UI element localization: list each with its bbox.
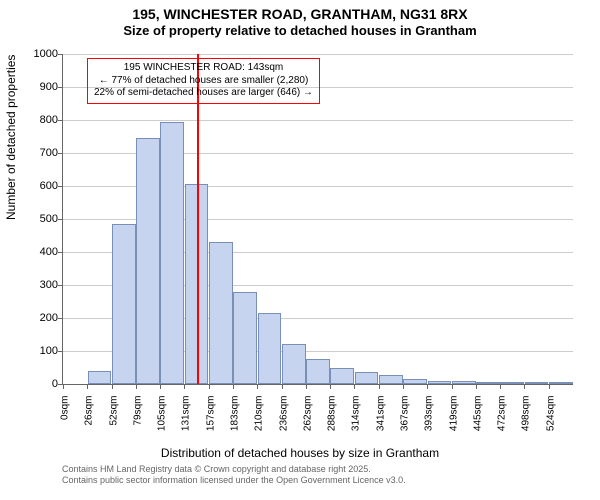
annotation-line: 195 WINCHESTER ROAD: 143sqm [94,62,313,75]
xtick-mark [427,384,428,389]
xtick-mark [63,384,64,389]
xtick-mark [184,384,185,389]
histogram-bar [233,292,257,384]
xtick-mark [306,384,307,389]
xtick-mark [136,384,137,389]
xtick-label: 52sqm [108,396,119,446]
xtick-label: 524sqm [545,396,556,446]
xtick-label: 0sqm [60,396,71,446]
ytick-mark [58,54,63,55]
gridline [63,120,573,121]
xtick-label: 472sqm [497,396,508,446]
xtick-label: 236sqm [278,396,289,446]
xtick-mark [112,384,113,389]
histogram-bar [525,382,549,384]
footer-line1: Contains HM Land Registry data © Crown c… [62,464,406,475]
title-main: 195, WINCHESTER ROAD, GRANTHAM, NG31 8RX [0,6,600,23]
ytick-mark [58,318,63,319]
ytick-label: 800 [18,114,58,126]
ytick-label: 400 [18,246,58,258]
histogram-bar [330,368,354,385]
annotation-box: 195 WINCHESTER ROAD: 143sqm← 77% of deta… [87,58,320,104]
ytick-label: 300 [18,279,58,291]
annotation-line: 22% of semi-detached houses are larger (… [94,87,313,100]
xtick-mark [379,384,380,389]
ytick-mark [58,186,63,187]
xtick-mark [209,384,210,389]
histogram-bar [428,381,452,384]
histogram-bar [258,313,282,384]
xtick-label: 341sqm [375,396,386,446]
xtick-mark [549,384,550,389]
xtick-label: 419sqm [448,396,459,446]
ytick-mark [58,120,63,121]
xtick-mark [233,384,234,389]
annotation-line: ← 77% of detached houses are smaller (2,… [94,75,313,88]
xtick-mark [476,384,477,389]
xtick-label: 183sqm [230,396,241,446]
histogram-bar [403,379,427,384]
ytick-label: 500 [18,213,58,225]
ytick-label: 0 [18,378,58,390]
xtick-mark [87,384,88,389]
chart-container: 195, WINCHESTER ROAD, GRANTHAM, NG31 8RX… [0,0,600,500]
xtick-mark [403,384,404,389]
x-axis-label: Distribution of detached houses by size … [0,446,600,460]
histogram-bar [88,371,112,384]
xtick-label: 288sqm [327,396,338,446]
xtick-label: 367sqm [400,396,411,446]
xtick-mark [500,384,501,389]
histogram-bar [500,382,524,384]
marker-line [197,54,199,384]
ytick-label: 1000 [18,48,58,60]
xtick-label: 445sqm [472,396,483,446]
xtick-mark [282,384,283,389]
histogram-bar [136,138,160,384]
xtick-label: 105sqm [157,396,168,446]
histogram-bar [549,382,573,384]
plot-area: 195 WINCHESTER ROAD: 143sqm← 77% of deta… [62,54,573,385]
xtick-label: 26sqm [84,396,95,446]
histogram-bar [112,224,136,384]
ytick-label: 900 [18,81,58,93]
title-sub: Size of property relative to detached ho… [0,23,600,39]
y-axis-label: Number of detached properties [4,55,18,220]
xtick-label: 314sqm [351,396,362,446]
xtick-label: 157sqm [205,396,216,446]
histogram-bar [379,375,403,384]
ytick-mark [58,153,63,154]
histogram-bar [209,242,233,384]
xtick-label: 210sqm [254,396,265,446]
histogram-bar [306,359,330,384]
xtick-label: 262sqm [302,396,313,446]
ytick-mark [58,285,63,286]
histogram-bar [282,344,306,384]
footer-attribution: Contains HM Land Registry data © Crown c… [62,464,406,486]
ytick-mark [58,87,63,88]
xtick-mark [330,384,331,389]
ytick-mark [58,219,63,220]
xtick-label: 79sqm [132,396,143,446]
xtick-label: 393sqm [424,396,435,446]
xtick-mark [524,384,525,389]
xtick-mark [257,384,258,389]
xtick-label: 131sqm [181,396,192,446]
gridline [63,54,573,55]
xtick-mark [160,384,161,389]
histogram-bar [476,382,500,384]
ytick-label: 200 [18,312,58,324]
ytick-mark [58,351,63,352]
xtick-label: 498sqm [521,396,532,446]
footer-line2: Contains public sector information licen… [62,475,406,486]
histogram-bar [355,372,379,384]
ytick-label: 100 [18,345,58,357]
histogram-bar [160,122,184,384]
histogram-bar [452,381,476,384]
ytick-label: 600 [18,180,58,192]
title-block: 195, WINCHESTER ROAD, GRANTHAM, NG31 8RX… [0,0,600,38]
xtick-mark [452,384,453,389]
xtick-mark [354,384,355,389]
ytick-mark [58,252,63,253]
ytick-label: 700 [18,147,58,159]
